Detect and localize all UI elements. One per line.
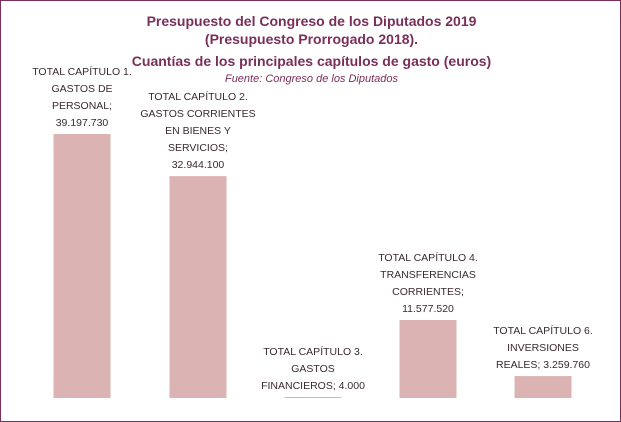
data-label-capitulo-4: TOTAL CAPÍTULO 4. TRANSFERENCIAS CORRIENTE… bbox=[378, 251, 478, 315]
data-label-line: REALES; 3.259.760 bbox=[496, 359, 590, 371]
data-label-line: TOTAL CAPÍTULO 3. bbox=[263, 345, 363, 358]
data-label-capitulo-5: TOTAL CAPÍTULO 6. INVERSIONES REALES; 3.25… bbox=[493, 324, 593, 371]
data-label-line: GASTOS DE bbox=[51, 83, 112, 95]
data-label-line: PERSONAL; bbox=[52, 100, 112, 112]
data-label-line: INVERSIONES bbox=[507, 342, 579, 354]
data-label-capitulo-3: TOTAL CAPÍTULO 3. GASTOS FINANCIEROS; 4.00… bbox=[261, 345, 365, 392]
bar-capitulo-5 bbox=[514, 376, 572, 398]
data-label-line: FINANCIEROS; 4.000 bbox=[261, 380, 365, 392]
data-label-line: CORRIENTES; bbox=[392, 286, 464, 298]
data-label-capitulo-2: TOTAL CAPÍTULO 2. GASTOS CORRIENTES EN BIE… bbox=[140, 90, 255, 171]
data-label-line: 32.944.100 bbox=[172, 159, 225, 171]
data-label-line: EN BIENES Y bbox=[165, 125, 231, 137]
bar-capitulo-3 bbox=[284, 397, 342, 398]
data-label-line: 39.197.730 bbox=[56, 117, 109, 129]
chart-title-line-1: Presupuesto del Congreso de los Diputado… bbox=[146, 13, 477, 29]
bar-capitulo-1 bbox=[53, 134, 111, 398]
data-label-line: TRANSFERENCIAS bbox=[380, 269, 476, 281]
data-label-line: TOTAL CAPÍTULO 2. bbox=[148, 90, 248, 103]
bar-capitulo-2 bbox=[169, 176, 227, 398]
chart-title-line-2: (Presupuesto Prorrogado 2018). bbox=[204, 31, 419, 47]
data-label-line: GASTOS bbox=[291, 363, 335, 375]
data-label-line: TOTAL CAPÍTULO 6. bbox=[493, 324, 593, 337]
chart-subtitle: Fuente: Congreso de los Diputados bbox=[224, 73, 399, 85]
bar-capitulo-4 bbox=[399, 320, 457, 398]
data-label-line: TOTAL CAPÍTULO 1. bbox=[32, 65, 132, 78]
data-label-line: SERVICIOS; bbox=[168, 142, 228, 154]
data-label-capitulo-1: TOTAL CAPÍTULO 1. GASTOS DE PERSONAL; 39.19… bbox=[32, 65, 132, 129]
data-label-line: GASTOS CORRIENTES bbox=[140, 108, 255, 120]
chart-title-line-3: Cuantías de los principales capítulos de… bbox=[131, 53, 492, 69]
data-label-line: 11.577.520 bbox=[402, 303, 454, 315]
data-label-line: TOTAL CAPÍTULO 4. bbox=[378, 251, 478, 264]
